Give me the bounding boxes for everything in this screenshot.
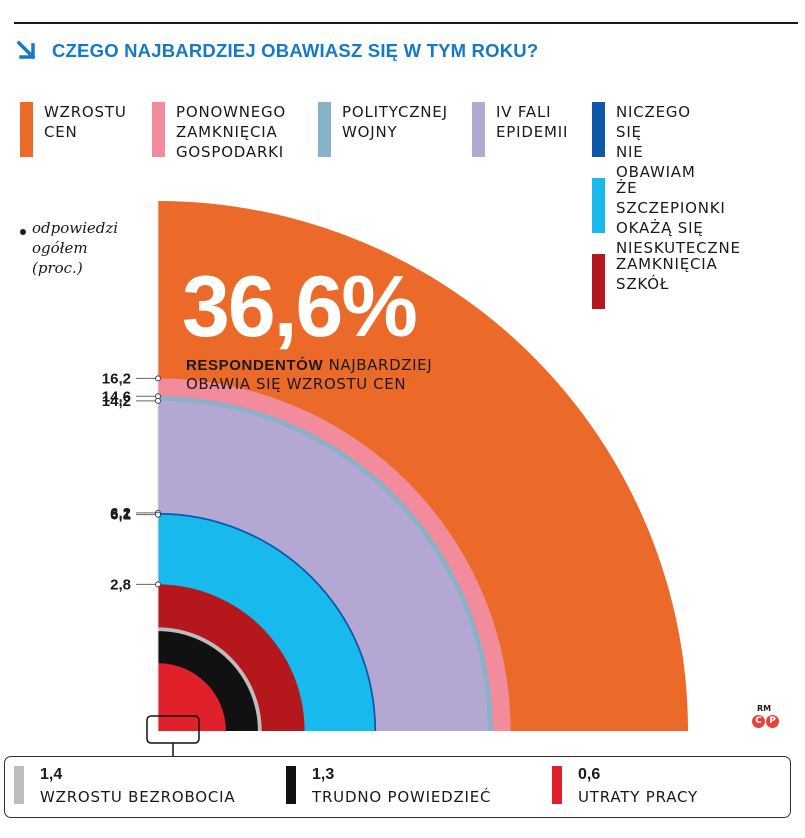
legend-swatch (592, 178, 605, 233)
footer-swatch (14, 766, 24, 804)
axis-tick-dot (155, 581, 161, 588)
bullet-dot-icon (20, 229, 26, 235)
legend-label: IV FALI EPIDEMII (496, 103, 569, 141)
footer-value: 1,3 (312, 766, 335, 783)
headline-value: 36,6% (182, 259, 418, 355)
axis-tick-label: 14,2 (102, 393, 131, 410)
footer-label: WZROSTU BEZROBOCIA (40, 788, 236, 806)
footer-label: TRUDNO POWIEDZIEĆ (312, 788, 492, 806)
legend-label: POLITYCZNEJ WOJNY (342, 103, 448, 141)
headline-bold: RESPONDENTÓW (186, 357, 324, 374)
top-rule (14, 22, 798, 24)
footer-box (4, 756, 791, 818)
legend-swatch (592, 254, 605, 309)
axis-tick-label: 6,2 (110, 505, 131, 522)
footer-swatch (286, 766, 296, 804)
axis-tick-label: 16,2 (102, 370, 131, 387)
axis-note-text: odpowiedzi ogółem (proc.) (32, 219, 119, 277)
legend-label: WZROSTU CEN (44, 103, 127, 141)
legend-swatch (20, 102, 33, 157)
legend-label: NICZEGO SIĘ NIE OBAWIAM (616, 103, 696, 181)
legend-swatch (152, 102, 165, 157)
quarter-9 (158, 663, 226, 731)
axis-tick-label: 2,8 (110, 576, 131, 593)
axis-tick-dot (155, 397, 161, 404)
legend-swatch (592, 102, 605, 157)
axis-tick-label: 14,6 (102, 388, 131, 405)
copyright-p-icon: P (766, 715, 779, 728)
legend-label: PONOWNEGO ZAMKNIĘCIA GOSPODARKI (176, 103, 287, 161)
legend-label: ZAMKNIĘCIA SZKÓŁ (616, 255, 718, 293)
legend-label: ŻE SZCZEPIONKI OKAŻĄ SIĘ NIESKUTECZNE (616, 179, 741, 257)
headline-text: RESPONDENTÓW NAJBARDZIEJ OBAWIA SIĘ WZRO… (186, 356, 496, 394)
copyright-rm: RM (757, 704, 772, 713)
headline-rest: NAJBARDZIEJ OBAWIA SIĘ WZROSTU CEN (186, 356, 433, 393)
legend-swatch (318, 102, 331, 157)
footer-value: 0,6 (578, 766, 601, 783)
copyright-c-icon: C (752, 715, 765, 728)
axis-tick-dot (155, 375, 161, 382)
footer-swatch (552, 766, 562, 804)
axis-tick-label: 6,1 (110, 507, 131, 524)
axis-tick-dot (155, 511, 161, 518)
footer-value: 1,4 (40, 766, 63, 783)
footer-label: UTRATY PRACY (578, 788, 698, 806)
arrow-down-right-icon (16, 40, 36, 60)
legend-swatch (472, 102, 485, 157)
chart-title: CZEGO NAJBARDZIEJ OBAWIASZ SIĘ W TYM ROK… (52, 40, 539, 61)
